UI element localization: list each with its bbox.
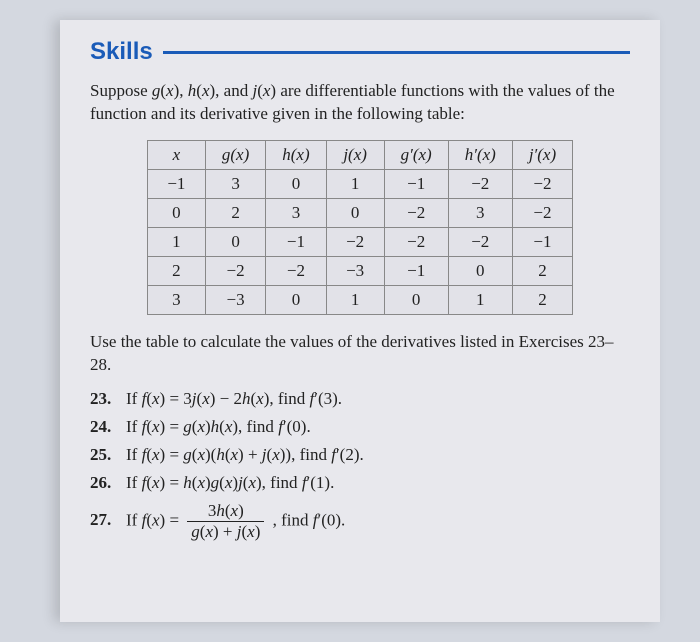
exercise-number: 26.	[90, 473, 126, 493]
table-cell: −2	[384, 198, 448, 227]
exercise-item: 27.If f(x) = 3h(x)g(x) + j(x) , find f′(…	[90, 501, 630, 542]
table-cell: 3	[266, 198, 326, 227]
table-body: −1301−1−2−20230−23−210−1−2−2−2−12−2−2−3−…	[147, 169, 572, 314]
table-cell: 0	[266, 169, 326, 198]
table-cell: 0	[384, 285, 448, 314]
table-cell: −2	[384, 227, 448, 256]
table-cell: 2	[205, 198, 265, 227]
table-row: 2−2−2−3−102	[147, 256, 572, 285]
instruction-paragraph: Use the table to calculate the values of…	[90, 331, 630, 377]
table-cell: 0	[266, 285, 326, 314]
table-column-header: h′(x)	[448, 140, 512, 169]
table-cell: 1	[326, 285, 384, 314]
table-cell: 0	[326, 198, 384, 227]
table-cell: −1	[384, 169, 448, 198]
table-cell: −2	[448, 169, 512, 198]
table-cell: −2	[448, 227, 512, 256]
exercise-body: If f(x) = g(x)h(x), find f′(0).	[126, 417, 311, 437]
exercise-number: 25.	[90, 445, 126, 465]
exercise-body: If f(x) = 3h(x)g(x) + j(x) , find f′(0).	[126, 501, 345, 542]
table-cell: 3	[205, 169, 265, 198]
table-cell: −2	[326, 227, 384, 256]
table-cell: −1	[384, 256, 448, 285]
exercise-list: 23.If f(x) = 3j(x) − 2h(x), find f′(3).2…	[90, 389, 630, 542]
exercise-body: If f(x) = h(x)g(x)j(x), find f′(1).	[126, 473, 334, 493]
exercise-body: If f(x) = 3j(x) − 2h(x), find f′(3).	[126, 389, 342, 409]
table-column-header: x	[147, 140, 205, 169]
table-column-header: h(x)	[266, 140, 326, 169]
header-rule	[163, 51, 630, 54]
table-cell: 1	[147, 227, 205, 256]
table-cell: 1	[448, 285, 512, 314]
table-cell: 2	[512, 285, 572, 314]
table-cell: −3	[205, 285, 265, 314]
table-column-header: g′(x)	[384, 140, 448, 169]
table-cell: −3	[326, 256, 384, 285]
table-row: 0230−23−2	[147, 198, 572, 227]
exercise-number: 23.	[90, 389, 126, 409]
table-cell: −2	[266, 256, 326, 285]
exercise-body: If f(x) = g(x)(h(x) + j(x)), find f′(2).	[126, 445, 364, 465]
exercise-item: 23.If f(x) = 3j(x) − 2h(x), find f′(3).	[90, 389, 630, 409]
table-cell: −2	[205, 256, 265, 285]
table-column-header: j′(x)	[512, 140, 572, 169]
table-cell: −1	[266, 227, 326, 256]
table-cell: −1	[512, 227, 572, 256]
textbook-page: Skills Suppose g(x), h(x), and j(x) are …	[60, 20, 660, 622]
skills-title: Skills	[90, 38, 153, 66]
function-values-table: xg(x)h(x)j(x)g′(x)h′(x)j′(x) −1301−1−2−2…	[147, 140, 573, 315]
table-column-header: j(x)	[326, 140, 384, 169]
table-cell: 0	[147, 198, 205, 227]
table-cell: −1	[147, 169, 205, 198]
table-cell: 3	[448, 198, 512, 227]
table-cell: 1	[326, 169, 384, 198]
exercise-item: 24.If f(x) = g(x)h(x), find f′(0).	[90, 417, 630, 437]
exercise-item: 26.If f(x) = h(x)g(x)j(x), find f′(1).	[90, 473, 630, 493]
table-row: −1301−1−2−2	[147, 169, 572, 198]
exercise-number: 27.	[90, 510, 126, 530]
table-header-row: xg(x)h(x)j(x)g′(x)h′(x)j′(x)	[147, 140, 572, 169]
table-cell: 0	[205, 227, 265, 256]
table-column-header: g(x)	[205, 140, 265, 169]
table-cell: −2	[512, 169, 572, 198]
exercise-number: 24.	[90, 417, 126, 437]
table-row: 3−301012	[147, 285, 572, 314]
table-cell: 2	[512, 256, 572, 285]
table-cell: −2	[512, 198, 572, 227]
table-row: 10−1−2−2−2−1	[147, 227, 572, 256]
table-cell: 0	[448, 256, 512, 285]
exercise-item: 25.If f(x) = g(x)(h(x) + j(x)), find f′(…	[90, 445, 630, 465]
skills-header: Skills	[90, 38, 630, 66]
table-cell: 2	[147, 256, 205, 285]
table-cell: 3	[147, 285, 205, 314]
intro-paragraph: Suppose g(x), h(x), and j(x) are differe…	[90, 80, 630, 126]
